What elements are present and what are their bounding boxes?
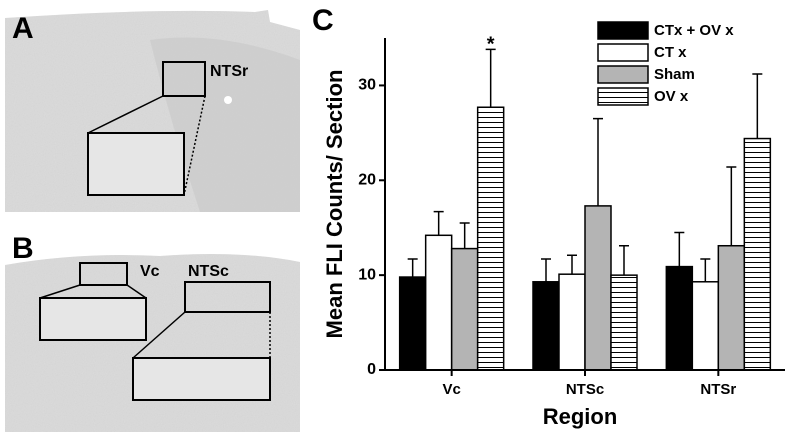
- legend-swatch: [597, 65, 649, 84]
- bar: [450, 247, 479, 371]
- bar: [665, 265, 694, 371]
- region-label: NTSr: [210, 63, 248, 80]
- legend-label: Sham: [654, 66, 695, 83]
- y-tick-label: 10: [358, 266, 376, 283]
- panel-letter: B: [12, 232, 34, 265]
- panel-letter: A: [12, 12, 34, 45]
- legend-swatch: [597, 21, 649, 40]
- bar: [610, 274, 638, 371]
- x-tick-label: NTSc: [566, 381, 604, 398]
- bar: [398, 276, 427, 371]
- annotation: *: [487, 34, 495, 56]
- bar: [691, 281, 720, 371]
- legend-label: CTx + OV x: [654, 22, 734, 39]
- bar: [476, 106, 505, 371]
- x-axis-title: Region: [543, 404, 618, 429]
- bar: [558, 273, 586, 371]
- error-bar: [459, 222, 470, 249]
- error-bar: [433, 210, 444, 236]
- x-tick-label: Vc: [442, 381, 460, 398]
- legend-label: CT x: [654, 44, 687, 61]
- bar: [743, 137, 772, 371]
- micrograph-a: A NTSr: [5, 10, 300, 212]
- error-bar: [752, 73, 763, 139]
- y-tick-label: 0: [367, 361, 376, 378]
- bar: [717, 244, 746, 371]
- error-bar: [593, 117, 603, 206]
- error-bar: [726, 166, 737, 246]
- panel-letter: C: [312, 4, 334, 37]
- micrograph-b: B Vc NTSc: [5, 232, 300, 432]
- legend-swatch: [597, 87, 649, 106]
- error-bar: [619, 244, 629, 276]
- region-label: Vc: [140, 263, 160, 280]
- error-bar: [700, 258, 711, 282]
- error-bar: [674, 231, 685, 267]
- y-axis-title: Mean FLI Counts/ Section: [322, 70, 347, 339]
- legend-label: OV x: [654, 88, 689, 105]
- error-bar: [407, 258, 418, 278]
- error-bar: [485, 48, 496, 108]
- bar: [424, 234, 453, 371]
- y-tick-label: 30: [358, 77, 376, 94]
- region-label: NTSc: [188, 263, 229, 280]
- y-tick-label: 20: [358, 172, 376, 189]
- bar: [584, 205, 612, 371]
- error-bar: [541, 258, 551, 282]
- legend-swatch: [597, 43, 649, 62]
- x-tick-label: NTSr: [700, 381, 736, 398]
- error-bar: [567, 254, 577, 275]
- bar: [532, 281, 560, 371]
